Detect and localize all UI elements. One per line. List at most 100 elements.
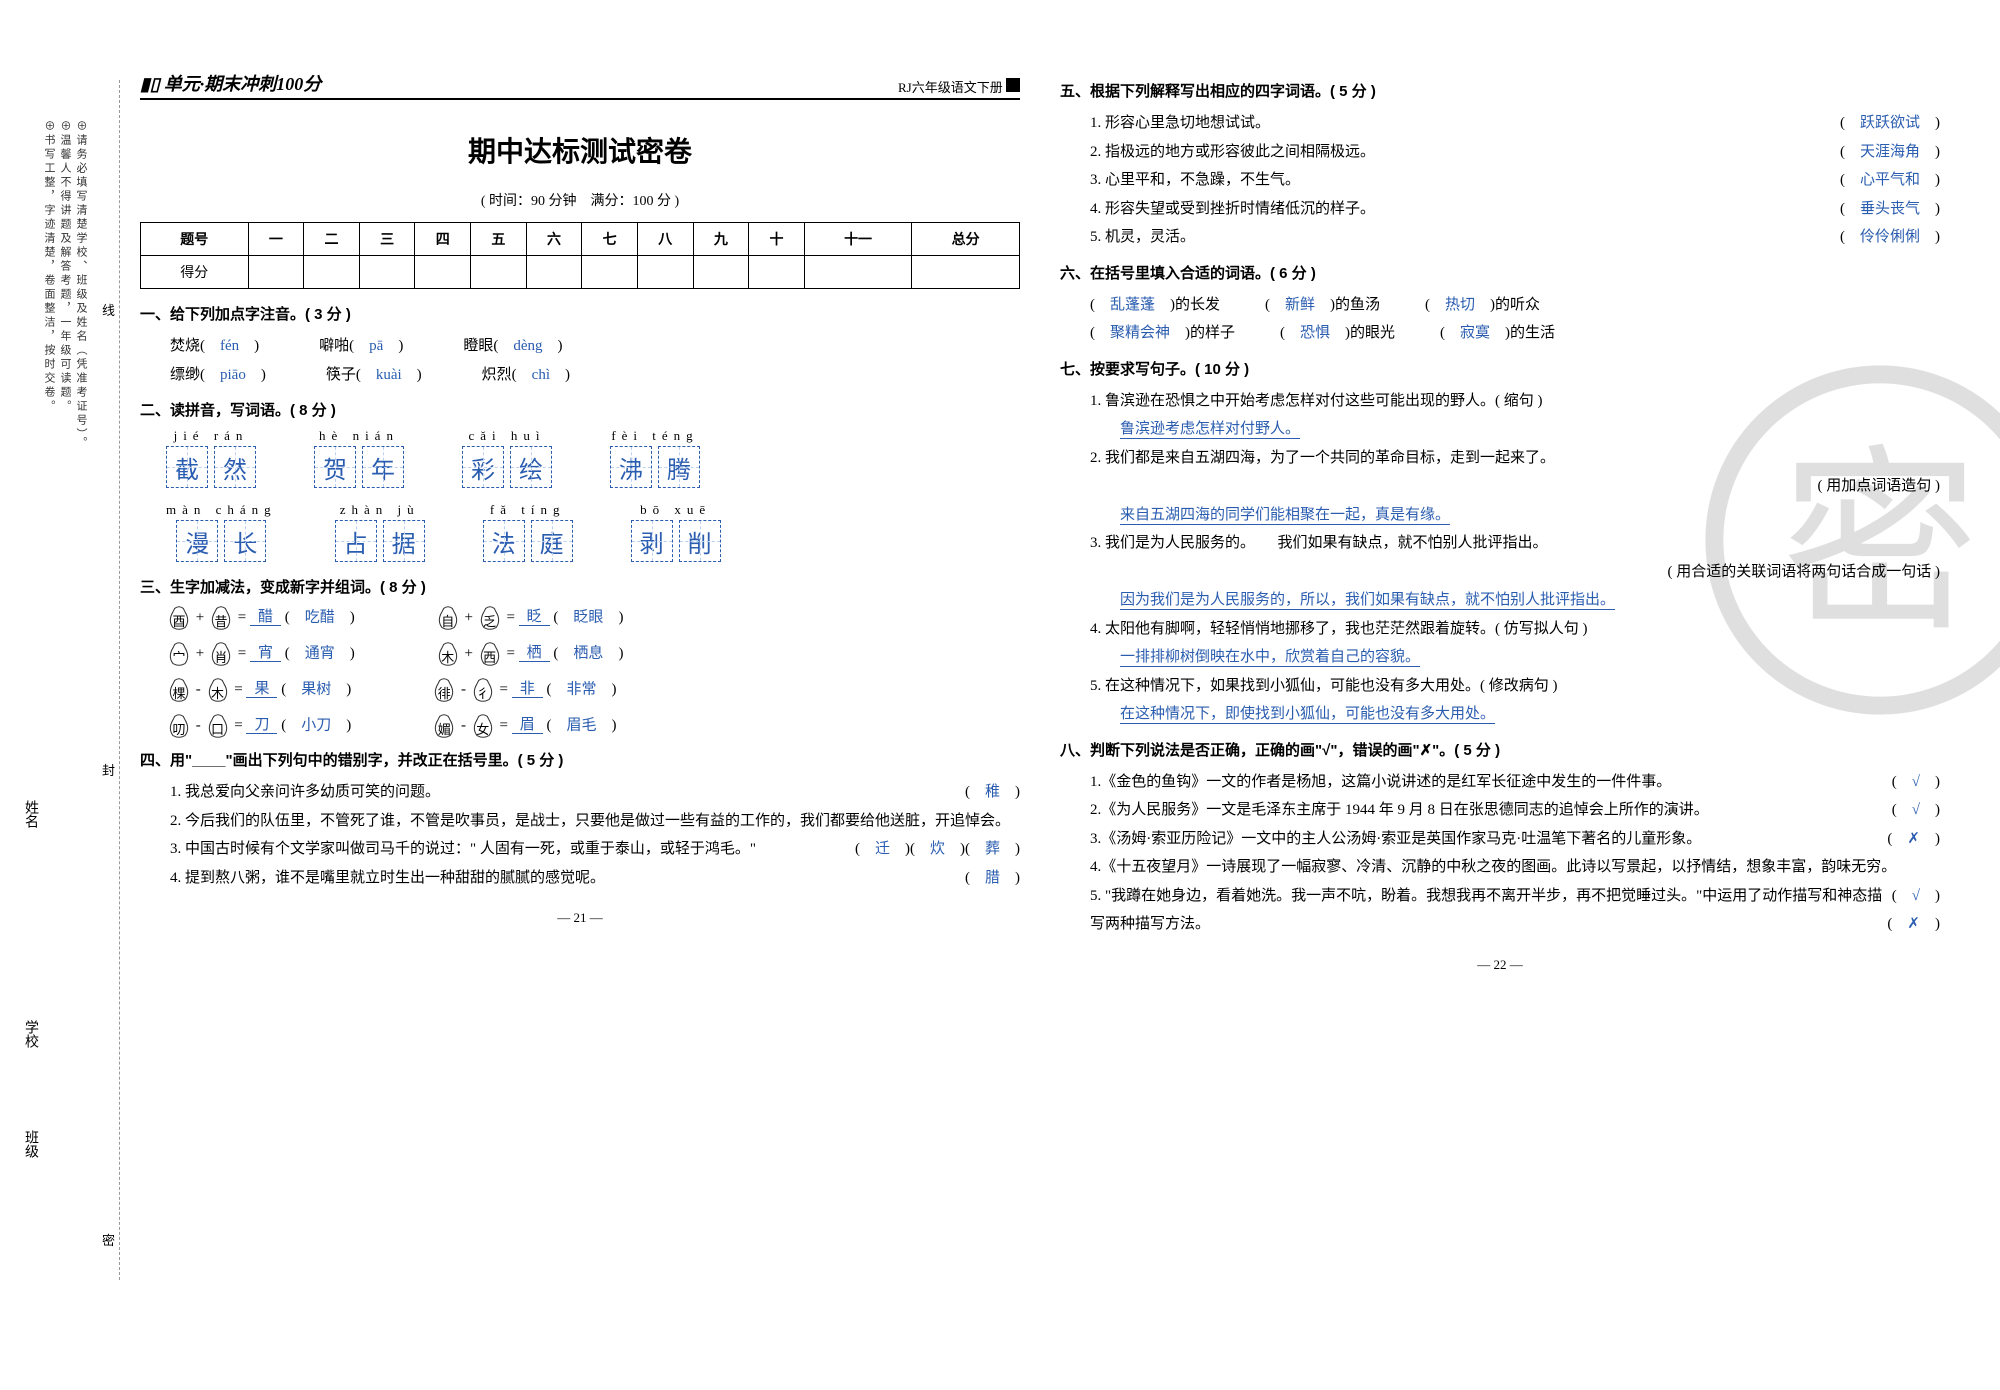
equation: 木 + 西 = 栖 ( 栖息 ) — [435, 641, 624, 667]
score-col: 题号 — [141, 223, 249, 256]
bag-icon: 昔 — [208, 605, 234, 631]
q4-item: 2. 今后我们的队伍里，不管死了谁，不管是吹事员，是战士，只要他是做过一些有益的… — [140, 807, 1020, 836]
bag-icon: 乏 — [477, 605, 503, 631]
bag-icon: 棵 — [166, 677, 192, 703]
score-col: 九 — [693, 223, 749, 256]
char-box: 腾 — [658, 446, 700, 488]
score-col: 一 — [248, 223, 304, 256]
char-box: 绘 — [510, 446, 552, 488]
header-bar: ▮▯单元·期末冲刺100分 RJ六年级语文下册 — [140, 70, 1020, 100]
bag-icon: 口 — [205, 713, 231, 739]
score-cell — [304, 256, 360, 289]
equation: 酉 + 昔 = 醋 ( 吃醋 ) — [166, 605, 355, 631]
q3-row: 叨 - 口 = 刀 ( 小刀 )媚 - 女 = 眉 ( 眉毛 ) — [140, 713, 1020, 739]
q8-head: 八、判断下列说法是否正确，正确的画"√"，错误的画"✗"。( 5 分 ) — [1060, 739, 1940, 760]
score-cell — [415, 256, 471, 289]
bag-icon: 彳 — [470, 677, 496, 703]
footer-right: — 22 — — [1060, 957, 1940, 973]
q5-item: 3. 心里平和，不急躁，不生气。( 心平气和 ) — [1060, 166, 1940, 195]
q8-area: 1.《金色的鱼钩》一文的作者是杨旭，这篇小说讲述的是红军长征途中发生的一件件事。… — [1060, 768, 1940, 939]
bag-icon: 肖 — [208, 641, 234, 667]
equation: 自 + 乏 = 眨 ( 眨眼 ) — [435, 605, 624, 631]
q4-item: 4. 提到熬八粥，谁不是嘴里就立时生出一种甜甜的腻腻的感觉呢。( 腊 ) — [140, 864, 1020, 893]
char-row: jié rán 截然 hè nián贺年 cǎi huì 彩绘 fèi téng 沸腾 — [166, 428, 1020, 488]
q2-head: 二、读拼音，写词语。( 8 分 ) — [140, 399, 1020, 420]
char-box: 庭 — [531, 520, 573, 562]
q5-item: 5. 机灵，灵活。( 伶伶俐俐 ) — [1060, 223, 1940, 252]
char-boxes: 占据 — [335, 520, 425, 562]
q7-item: 3. 我们是为人民服务的。 我们如果有缺点，就不怕别人批评指出。( 用合适的关联… — [1060, 529, 1940, 615]
score-cell — [693, 256, 749, 289]
paper-title: 期中达标测试密卷 — [140, 130, 1020, 170]
bag-icon: 木 — [435, 641, 461, 667]
q3-area: 酉 + 昔 = 醋 ( 吃醋 ) 自 + 乏 = 眨 ( 眨眼 ) 宀 + 肖 = … — [140, 605, 1020, 739]
label-school: 学校 — [20, 1020, 40, 1048]
score-cell — [637, 256, 693, 289]
q5-item: 4. 形容失望或受到挫折时情绪低沉的样子。( 垂头丧气 ) — [1060, 195, 1940, 224]
bag-icon: 自 — [435, 605, 461, 631]
page-left: ▮▯单元·期末冲刺100分 RJ六年级语文下册 期中达标测试密卷 ( 时间：90… — [140, 70, 1020, 973]
char-boxes: 沸腾 — [610, 446, 700, 488]
equation: 宀 + 肖 = 宵 ( 通宵 ) — [166, 641, 355, 667]
char-box: 彩 — [462, 446, 504, 488]
q7-item: 2. 我们都是来自五湖四海，为了一个共同的革命目标，走到一起来了。( 用加点词语… — [1060, 444, 1940, 530]
q6-head: 六、在括号里填入合适的词语。( 6 分 ) — [1060, 262, 1940, 283]
char-boxes: 彩绘 — [462, 446, 552, 488]
char-box: 据 — [383, 520, 425, 562]
char-boxes: 截然 — [166, 446, 256, 488]
q6-area: ( 乱蓬蓬 )的长发 ( 新鲜 )的鱼汤 ( 热切 )的听众( 聚精会神 )的样… — [1060, 291, 1940, 348]
score-col: 总分 — [912, 223, 1020, 256]
score-cell — [804, 256, 912, 289]
page-right: 五、根据下列解释写出相应的四字词语。( 5 分 ) 1. 形容心里急切地想试试。… — [1060, 70, 1940, 973]
header-end-block — [1006, 78, 1020, 92]
pinyin: bō xuē — [640, 502, 711, 518]
bag-icon: 媚 — [431, 713, 457, 739]
q5-head: 五、根据下列解释写出相应的四字词语。( 5 分 ) — [1060, 80, 1940, 101]
book-icon: ▮▯ — [140, 74, 160, 95]
q8-item: 5. "我蹲在她身边，看着她洗。我一声不吭，盼着。我想我再不离开半步，再不把觉睡… — [1060, 882, 1940, 939]
q8-item: 1.《金色的鱼钩》一文的作者是杨旭，这篇小说讲述的是红军长征途中发生的一件件事。… — [1060, 768, 1940, 797]
equation: 媚 - 女 = 眉 ( 眉毛 ) — [431, 713, 616, 739]
equation: 棵 - 木 = 果 ( 果树 ) — [166, 677, 351, 703]
series-title: 单元·期末冲刺100分 — [164, 74, 322, 94]
char-group: hè nián贺年 — [314, 428, 404, 488]
q5-item: 2. 指极远的地方或形容彼此之间相隔极远。( 天涯海角 ) — [1060, 138, 1940, 167]
score-col: 十一 — [804, 223, 912, 256]
q4-area: 1. 我总爱向父亲问许多幼质可笑的问题。( 稚 )2. 今后我们的队伍里，不管死… — [140, 778, 1020, 892]
char-box: 然 — [214, 446, 256, 488]
q7-item: 1. 鲁滨逊在恐惧之中开始考虑怎样对付这些可能出现的野人。( 缩句 )鲁滨逊考虑… — [1060, 387, 1940, 444]
bag-icon: 叨 — [166, 713, 192, 739]
q4-item: 1. 我总爱向父亲问许多幼质可笑的问题。( 稚 ) — [140, 778, 1020, 807]
q8-item: 2.《为人民服务》一文是毛泽东主席于 1944 年 9 月 8 日在张思德同志的… — [1060, 796, 1940, 825]
footer-left: — 21 — — [140, 910, 1020, 926]
bag-icon: 西 — [477, 641, 503, 667]
pinyin: fèi téng — [611, 428, 698, 444]
binding-mi: 密 — [102, 1230, 115, 1249]
score-col: 五 — [471, 223, 527, 256]
q3-row: 宀 + 肖 = 宵 ( 通宵 ) 木 + 西 = 栖 ( 栖息 ) — [140, 641, 1020, 667]
equation: 徘 - 彳 = 非 ( 非常 ) — [431, 677, 616, 703]
score-col: 四 — [415, 223, 471, 256]
bag-icon: 木 — [205, 677, 231, 703]
score-cell — [582, 256, 638, 289]
score-cell — [526, 256, 582, 289]
q4-head: 四、用"____"画出下列句中的错别字，并改正在括号里。( 5 分 ) — [140, 749, 1020, 770]
char-box: 法 — [483, 520, 525, 562]
score-cell — [471, 256, 527, 289]
pinyin: cǎi huì — [468, 428, 545, 444]
char-box: 剥 — [631, 520, 673, 562]
char-group: bō xuē 剥削 — [631, 502, 721, 562]
char-box: 长 — [224, 520, 266, 562]
bag-icon: 徘 — [431, 677, 457, 703]
char-row: màn cháng漫长zhàn jù占据fǎ tíng法庭bō xuē剥削 — [166, 502, 1020, 562]
q6-row: ( 聚精会神 )的样子 ( 恐惧 )的眼光 ( 寂寞 )的生活 — [1060, 319, 1940, 348]
char-box: 占 — [335, 520, 377, 562]
bag-icon: 宀 — [166, 641, 192, 667]
char-group: fèi téng 沸腾 — [610, 428, 700, 488]
pinyin: jié rán — [174, 428, 249, 444]
q3-head: 三、生字加减法，变成新字并组词。( 8 分 ) — [140, 576, 1020, 597]
char-boxes: 法庭 — [483, 520, 573, 562]
score-cell — [912, 256, 1020, 289]
char-box: 削 — [679, 520, 721, 562]
q7-item: 5. 在这种情况下，如果找到小狐仙，可能也没有多大用处。( 修改病句 )在这种情… — [1060, 672, 1940, 729]
